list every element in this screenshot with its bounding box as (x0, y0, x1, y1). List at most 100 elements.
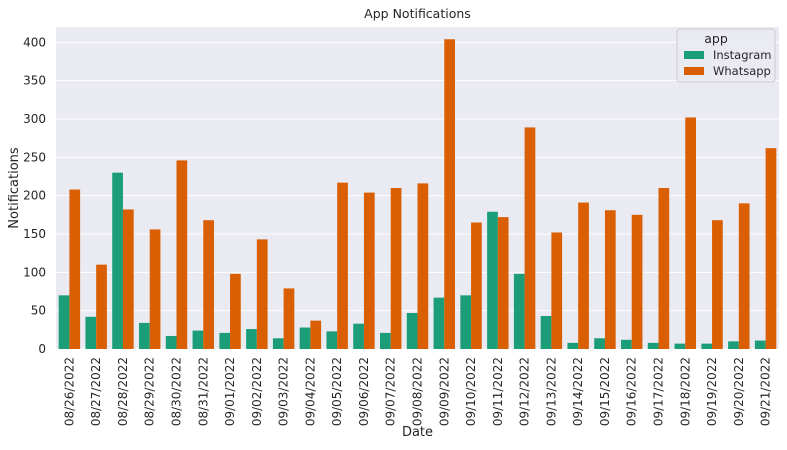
x-tick-label: 09/21/2022 (759, 357, 773, 426)
bar-whatsapp (283, 288, 295, 349)
bar-whatsapp (176, 160, 188, 349)
bar-instagram (380, 332, 391, 349)
bar-instagram (487, 211, 498, 349)
x-tick-label: 09/10/2022 (464, 357, 478, 426)
legend-label-instagram: Instagram (713, 48, 772, 62)
x-tick-label: 09/14/2022 (571, 357, 585, 426)
legend-swatch-instagram (684, 51, 704, 59)
y-tick-label: 200 (23, 189, 46, 203)
bar-whatsapp (471, 222, 482, 349)
bar-instagram (621, 339, 632, 349)
bar-whatsapp (497, 217, 509, 349)
legend-items: Instagram Whatsapp (684, 48, 772, 78)
bar-whatsapp (417, 183, 429, 349)
x-tick-label: 09/02/2022 (250, 357, 264, 426)
bar-instagram (540, 316, 552, 349)
bar-instagram (353, 323, 364, 349)
bar-whatsapp (444, 39, 455, 350)
y-tick-label: 400 (23, 35, 46, 49)
legend-title: app (704, 31, 728, 46)
y-tick-label: 150 (23, 227, 46, 241)
legend-label-whatsapp: Whatsapp (713, 64, 771, 78)
bar-instagram (701, 343, 713, 349)
bar-instagram (594, 338, 605, 349)
x-tick-label: 09/18/2022 (678, 357, 692, 426)
bar-instagram (406, 312, 418, 349)
bar-instagram (460, 295, 472, 349)
bar-whatsapp (524, 127, 536, 349)
bar-whatsapp (337, 182, 348, 349)
chart-title: App Notifications (364, 6, 471, 21)
bar-instagram (165, 335, 177, 349)
bar-whatsapp (738, 203, 750, 349)
x-tick-label: 09/08/2022 (411, 357, 425, 426)
x-tick-label: 09/07/2022 (384, 357, 398, 426)
bar-whatsapp (69, 189, 81, 349)
bar-whatsapp (363, 192, 375, 349)
bar-whatsapp (712, 220, 723, 349)
legend-swatch-whatsapp (684, 67, 704, 75)
x-axis-ticks: 08/26/2022 08/27/2022 08/28/2022 08/29/2022… (62, 357, 772, 426)
x-tick-label: 08/30/2022 (170, 357, 184, 426)
bar-instagram (272, 338, 284, 349)
legend: app Instagram Whatsapp (676, 28, 776, 83)
bar-instagram (299, 327, 311, 349)
x-tick-label: 09/11/2022 (491, 357, 505, 426)
x-tick-label: 09/01/2022 (223, 357, 237, 426)
x-tick-label: 09/16/2022 (625, 357, 639, 426)
bar-whatsapp (96, 264, 107, 349)
bar-instagram (326, 331, 338, 349)
bar-whatsapp (578, 202, 589, 349)
x-tick-label: 09/12/2022 (518, 357, 532, 426)
bar-instagram (513, 273, 525, 349)
bar-whatsapp (658, 188, 670, 349)
bar-whatsapp (310, 320, 322, 349)
bar-instagram (433, 297, 445, 349)
x-tick-label: 09/13/2022 (544, 357, 558, 426)
bar-instagram (112, 172, 123, 349)
x-tick-label: 09/06/2022 (357, 357, 371, 426)
bar-instagram (219, 332, 231, 349)
x-tick-label: 09/17/2022 (652, 357, 666, 426)
y-tick-label: 50 (31, 304, 46, 318)
x-tick-label: 09/04/2022 (303, 357, 317, 426)
bar-whatsapp (685, 117, 696, 349)
bar-whatsapp (631, 214, 643, 349)
y-tick-label: 350 (23, 74, 46, 88)
bar-instagram (754, 340, 766, 349)
y-axis-label: Notifications (7, 147, 22, 229)
bar-instagram (674, 343, 686, 349)
y-tick-label: 300 (23, 112, 46, 126)
bar-instagram (246, 329, 257, 349)
bar-instagram (647, 342, 659, 349)
x-tick-label: 08/29/2022 (143, 357, 157, 426)
bar-whatsapp (230, 273, 241, 349)
bar-instagram (567, 342, 579, 349)
x-tick-label: 09/05/2022 (330, 357, 344, 426)
bar-whatsapp (551, 232, 563, 349)
bar-instagram (728, 341, 739, 349)
bar-whatsapp (203, 220, 214, 349)
x-tick-label: 08/27/2022 (89, 357, 103, 426)
y-axis-ticks: 0 50 100 150 200 250 300 350 400 (23, 35, 46, 356)
x-tick-label: 09/20/2022 (732, 357, 746, 426)
x-tick-label: 08/26/2022 (62, 357, 76, 426)
bar-instagram (139, 322, 150, 349)
bar-instagram (85, 316, 97, 349)
bars (58, 39, 777, 350)
x-tick-label: 08/31/2022 (196, 357, 210, 426)
x-tick-label: 09/09/2022 (437, 357, 451, 426)
y-tick-label: 100 (23, 265, 46, 279)
bar-whatsapp (604, 210, 616, 349)
bar-whatsapp (122, 209, 134, 349)
bar-instagram (192, 330, 204, 349)
bar-instagram (58, 295, 70, 349)
x-tick-label: 08/28/2022 (116, 357, 130, 426)
x-tick-label: 09/03/2022 (277, 357, 291, 426)
y-tick-label: 250 (23, 150, 46, 164)
y-tick-label: 0 (38, 342, 46, 356)
bar-whatsapp (765, 148, 777, 349)
bar-whatsapp (390, 188, 402, 349)
